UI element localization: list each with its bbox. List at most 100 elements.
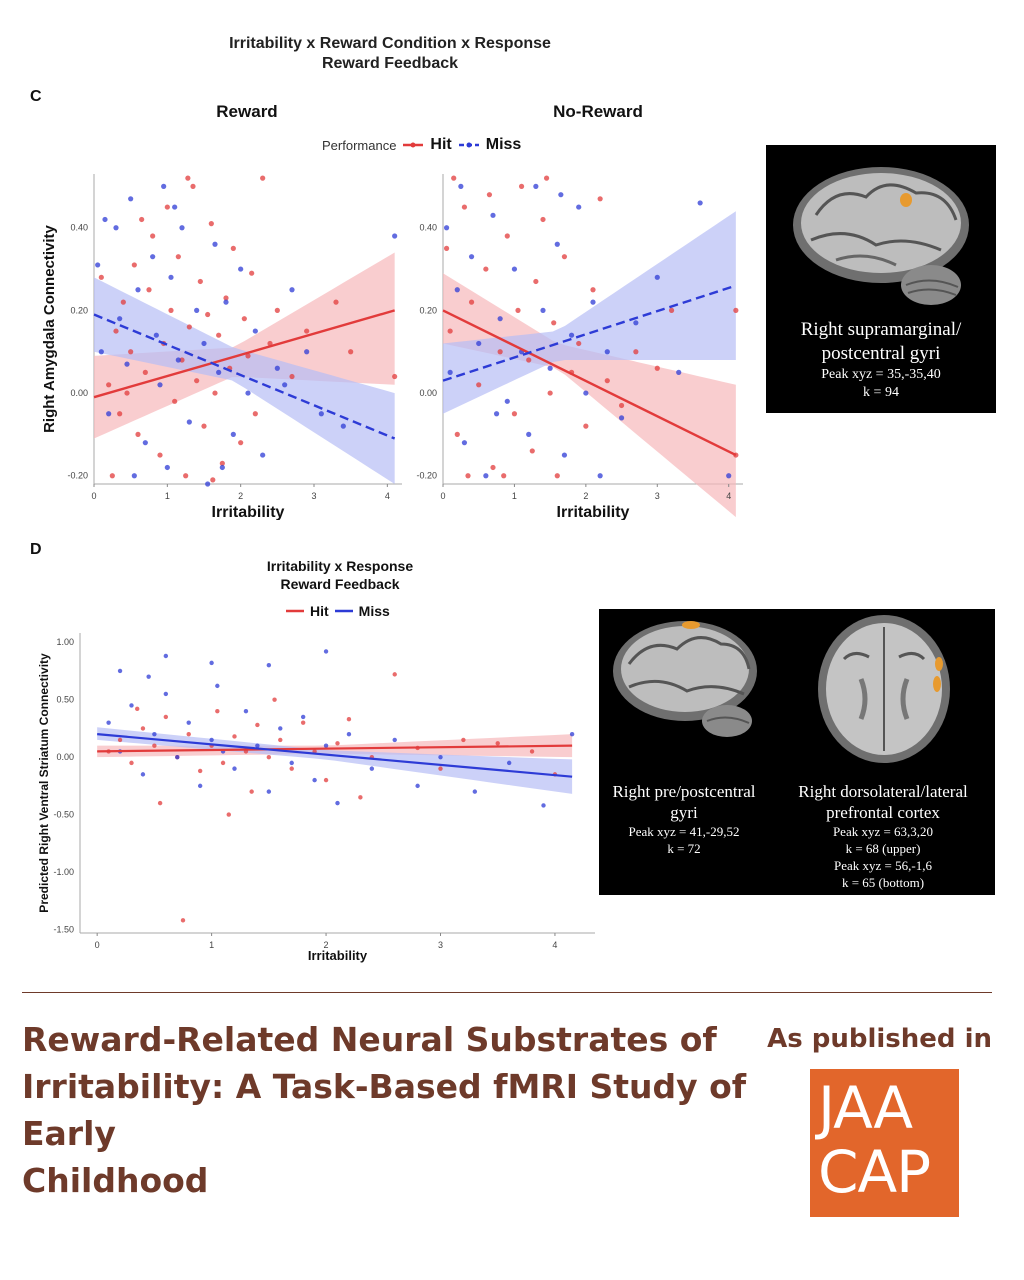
data-point-hit [392,672,397,677]
data-point-miss [223,299,229,305]
data-point-hit [197,768,203,774]
data-point-miss [243,708,249,714]
data-point-miss [454,287,460,293]
x-tick-label: 0 [95,940,100,950]
data-point-hit [142,369,148,375]
data-point-miss [278,726,283,731]
data-point-miss [476,340,482,347]
data-point-hit [266,754,272,760]
data-point-hit [561,254,568,260]
data-point-miss [554,241,560,247]
data-point-miss [164,464,170,471]
data-point-hit [443,245,450,251]
data-point-hit [476,382,482,388]
data-point-miss [215,683,220,689]
data-point-hit [163,714,169,720]
data-point-hit [504,233,510,239]
x-tick-label: 0 [91,491,96,501]
data-point-hit [220,760,226,766]
data-point-hit [278,737,283,743]
data-point-hit [511,411,518,417]
brain-d-left-peak: Peak xyz = 41,-29,52 [628,824,740,839]
logo-line1: JAA [818,1074,913,1142]
chart-c-reward: 0 1 2 3 4 -0.20 0.00 0.20 0.40 Irritability Right … [41,174,402,520]
data-point-miss [576,204,582,210]
chart-c-no-reward: 0 1 2 3 4 -0.20 0.00 0.20 0.40 Irritability [416,174,743,520]
data-point-hit [205,311,211,318]
data-point-miss [205,481,211,487]
data-point-miss [209,737,214,743]
data-point-miss [150,254,156,260]
data-point-miss [458,183,464,189]
data-point-hit [179,357,185,363]
data-point-miss [392,233,398,239]
data-point-hit [186,324,192,330]
data-point-hit [172,398,178,404]
data-point-hit [468,299,475,305]
data-point-miss [533,183,539,189]
data-point-miss [117,668,123,674]
legend-title: Performance [322,137,397,153]
data-point-hit [668,307,675,313]
data-point-miss [175,357,181,363]
data-point-miss [163,691,169,697]
data-point-miss [392,737,397,743]
data-point-hit [551,320,557,326]
data-point-miss [131,473,137,479]
data-point-hit [215,708,220,714]
data-point-miss [230,431,236,437]
data-point-hit [241,316,247,322]
data-point-miss [201,340,207,347]
data-point-hit [618,402,625,409]
data-point-hit [529,749,535,754]
article-title-line3: Childhood [22,1161,209,1200]
data-point-miss [266,662,272,668]
x-axis-label: Irritability [308,948,368,963]
data-point-miss [102,216,108,223]
panel-d-subtitle: Reward Feedback [280,576,400,592]
data-point-hit [438,766,443,771]
data-point-miss [558,192,564,198]
data-point-miss [282,382,288,388]
data-point-hit [451,175,457,181]
data-point-miss [569,731,575,737]
data-point-miss [604,349,610,355]
y-tick-label: 0.20 [70,305,88,315]
legend-d-hit-label: Hit [310,603,329,619]
data-point-miss [106,411,112,417]
data-point-hit [183,473,189,479]
data-point-miss [583,390,589,396]
data-point-hit [219,460,225,466]
data-point-miss [511,266,518,272]
facet-title-reward: Reward [216,102,278,121]
data-point-hit [150,233,156,239]
data-point-hit [139,216,145,223]
data-point-miss [172,204,178,210]
brain-c-peak: Peak xyz = 35,-35,40 [821,367,941,382]
data-point-hit [447,328,453,334]
data-point-miss [438,754,443,760]
data-point-miss [633,320,639,326]
data-point-miss [128,196,134,202]
fit-line-miss [97,733,573,778]
legend-d-miss-swatch [334,609,353,613]
data-point-hit [190,183,196,189]
data-point-hit [194,378,200,384]
brain-c-region-line2: postcentral gyri [821,343,941,364]
data-point-hit [128,349,134,355]
data-point-miss [415,783,420,789]
brain-d-left-k: k = 72 [667,841,701,856]
brain-d-right-region-line2: prefrontal cortex [826,803,940,822]
data-point-miss [289,287,295,293]
x-axis-label: Irritability [212,504,285,520]
brain-d-right-peak1: Peak xyz = 63,3,20 [832,824,934,839]
confidence-band-hit [97,734,573,758]
data-point-hit [216,332,222,338]
fit-line-hit [97,744,573,753]
data-point-hit [249,270,255,276]
data-point-miss [561,452,568,458]
data-point-hit [461,737,466,743]
data-point-hit [245,353,251,359]
fit-line-hit [93,309,395,399]
data-point-hit [346,717,352,722]
